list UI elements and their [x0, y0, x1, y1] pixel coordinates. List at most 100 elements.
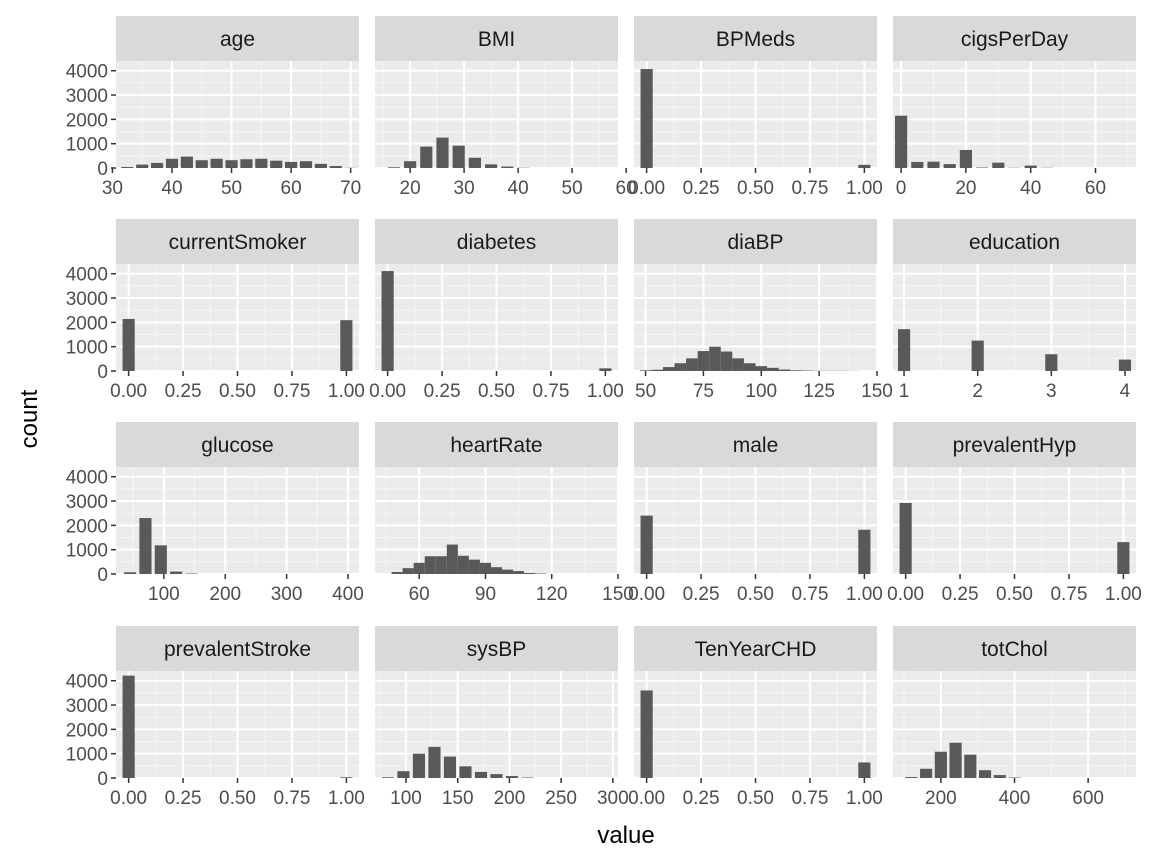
- x-tick-label: 0.50: [219, 788, 256, 809]
- panel-background: [893, 61, 1136, 168]
- x-tick-label: 0.00: [887, 584, 924, 605]
- facet-diaBP: diaBP 50 75 100 125 150: [634, 219, 893, 402]
- histogram-bar: [755, 366, 768, 371]
- facet-strip: [375, 16, 618, 61]
- histogram-bar: [662, 367, 675, 371]
- histogram-bar: [897, 329, 911, 371]
- x-tick-label: 0.50: [219, 381, 256, 402]
- histogram-bar: [452, 145, 465, 168]
- facet-strip: [116, 219, 359, 264]
- x-tick-label: 20: [400, 178, 421, 199]
- facet-strip-label: BMI: [478, 28, 515, 51]
- histogram-bar: [524, 573, 536, 574]
- facet-strip-label: diaBP: [727, 231, 783, 254]
- histogram-bar: [270, 160, 283, 168]
- x-tick-label: 60: [281, 178, 302, 199]
- facet-heartRate: heartRate 60 90 120 150: [375, 422, 634, 605]
- histogram-bar: [858, 762, 871, 778]
- x-tick-label: 120: [536, 584, 568, 605]
- histogram-bar: [927, 161, 940, 168]
- facet-sysBP: sysBP 100 150 200 250 300: [375, 626, 629, 809]
- x-tick-label: 30: [454, 178, 475, 199]
- x-tick-label: 50: [221, 178, 242, 199]
- facet-totChol: totChol 200 400 600: [893, 626, 1136, 809]
- histogram-bar: [329, 166, 342, 168]
- histogram-bar: [485, 164, 498, 168]
- histogram-bar: [435, 556, 447, 574]
- panel-background: [375, 671, 618, 778]
- histogram-bar: [501, 166, 514, 168]
- panel-background: [634, 264, 877, 371]
- facet-TenYearCHD: TenYearCHD 0.00 0.25 0.50 0.75 1.00: [628, 626, 883, 809]
- histogram-bar: [412, 753, 426, 778]
- histogram-bar: [165, 158, 179, 168]
- histogram-bar: [240, 159, 253, 168]
- histogram-bar: [1045, 354, 1058, 371]
- facet-strip-label: currentSmoker: [169, 231, 307, 254]
- y-tick-label: 0: [97, 565, 108, 586]
- facet-strip: [634, 16, 877, 61]
- facet-strip: [116, 16, 359, 61]
- panel-background: [375, 467, 618, 574]
- histogram-bar: [709, 346, 721, 371]
- y-tick-label: 4000: [66, 265, 108, 286]
- x-tick-label: 0.25: [942, 584, 979, 605]
- facet-strip-label: glucose: [201, 434, 273, 457]
- histogram-bar: [436, 137, 449, 168]
- x-tick-label: 150: [602, 584, 634, 605]
- facet-strip-label: totChol: [981, 638, 1048, 661]
- facet-strip-label: prevalentStroke: [164, 638, 311, 661]
- x-tick-label: 0.25: [165, 788, 202, 809]
- histogram-bar: [1024, 165, 1037, 168]
- histogram-bar: [640, 690, 653, 778]
- panel-background: [116, 61, 359, 168]
- histogram-bar: [911, 161, 924, 168]
- x-tick-label: 0.75: [273, 788, 310, 809]
- histogram-bar: [992, 162, 1005, 168]
- histogram-bar: [424, 556, 436, 574]
- histogram-bar: [1117, 542, 1130, 574]
- histogram-bar: [154, 545, 167, 574]
- y-axis-title: count: [16, 389, 43, 448]
- facet-education: education 1 2 3 4: [893, 219, 1136, 402]
- x-tick-label: 0.75: [1050, 584, 1087, 605]
- facet-BPMeds: BPMeds 0.00 0.25 0.50 0.75 1.00: [628, 16, 883, 199]
- x-tick-label: 0.25: [165, 381, 202, 402]
- facet-strip: [893, 626, 1136, 671]
- histogram-bar: [490, 774, 503, 778]
- facet-strip: [375, 626, 618, 671]
- y-tick-label: 3000: [66, 492, 108, 513]
- x-tick-label: 0.75: [791, 788, 828, 809]
- x-tick-label: 0.25: [683, 788, 720, 809]
- x-tick-label: 20: [955, 178, 976, 199]
- histogram-bar: [697, 351, 710, 371]
- histogram-bar: [299, 161, 313, 168]
- histogram-bar: [139, 518, 152, 574]
- x-tick-label: 250: [545, 788, 577, 809]
- histogram-bar: [934, 751, 947, 778]
- histogram-bar: [225, 160, 238, 168]
- x-tick-label: 150: [861, 381, 893, 402]
- histogram-bar: [122, 318, 135, 371]
- histogram-bar: [686, 358, 698, 371]
- x-tick-label: 1.00: [587, 381, 624, 402]
- x-tick-label: 1.00: [328, 788, 365, 809]
- histogram-bar: [381, 777, 395, 778]
- x-tick-label: 600: [1072, 788, 1104, 809]
- facet-strip-label: diabetes: [457, 231, 536, 254]
- histogram-bar: [428, 746, 441, 778]
- y-tick-label: 0: [97, 362, 108, 383]
- facet-strip-label: cigsPerDay: [961, 28, 1069, 51]
- x-tick-label: 40: [161, 178, 182, 199]
- x-tick-label: 1.00: [846, 788, 883, 809]
- histogram-bar: [674, 363, 687, 371]
- histogram-bar: [743, 363, 756, 371]
- histogram-bar: [340, 320, 353, 371]
- histogram-bar: [895, 115, 908, 168]
- y-tick-label: 3000: [66, 696, 108, 717]
- x-tick-label: 60: [616, 178, 637, 199]
- histogram-bar: [121, 167, 134, 168]
- x-tick-label: 1.00: [846, 584, 883, 605]
- histogram-bar: [443, 756, 457, 778]
